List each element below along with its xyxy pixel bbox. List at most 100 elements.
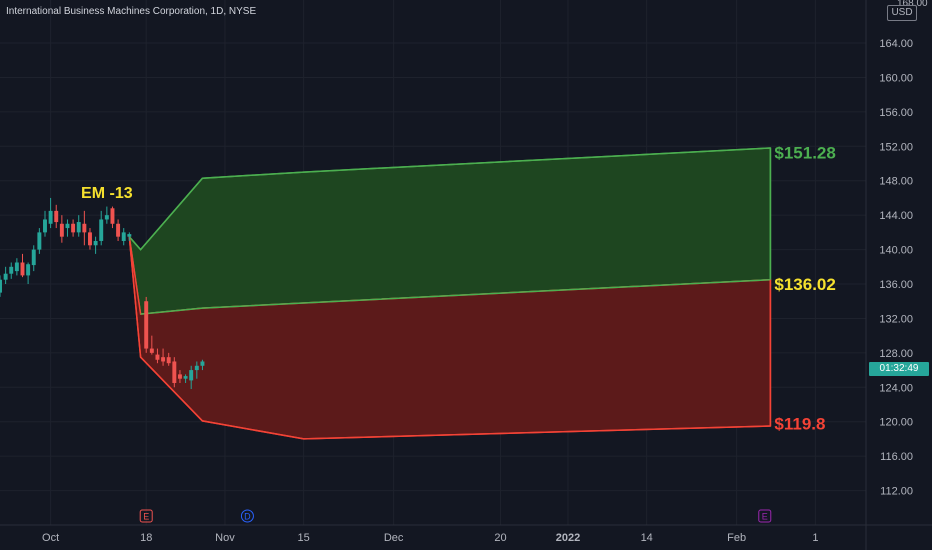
price-tick-label: 124.00 (879, 382, 913, 394)
event-marker: E (139, 509, 153, 523)
candle-body (9, 266, 14, 274)
price-axis-top-label: 168.00 (897, 0, 928, 8)
candle-body (65, 223, 70, 229)
candle-body (26, 264, 31, 276)
event-marker-label: E (143, 512, 149, 522)
event-marker: D (240, 509, 254, 523)
time-tick-label: Nov (215, 532, 235, 544)
candle-body (127, 234, 132, 237)
candle (166, 352, 171, 366)
dividend-marker-icon (240, 509, 254, 523)
candle (161, 348, 166, 366)
candle (93, 236, 98, 254)
price-tick-label: 140.00 (879, 245, 913, 257)
candle (194, 361, 199, 379)
candle-body (183, 376, 188, 379)
candle-body (116, 223, 121, 237)
event-marker: E (758, 509, 772, 523)
candle (43, 210, 47, 237)
candle-body (20, 262, 25, 276)
price-tick-label: 128.00 (879, 348, 913, 360)
candle (37, 228, 42, 254)
candle (183, 374, 188, 383)
candle (127, 232, 132, 241)
em-label: EM -13 (81, 185, 133, 202)
time-tick-label: 20 (494, 532, 506, 544)
red-zone-lower-line (128, 236, 771, 440)
time-tick-label: 1 (812, 532, 818, 544)
price-target-label: $119.8 (774, 414, 825, 433)
price-tick-label: 120.00 (879, 417, 913, 429)
candle (172, 357, 177, 388)
candle (155, 348, 160, 364)
candle (76, 215, 81, 237)
candle-body (200, 361, 205, 366)
price-tick-label: 112.00 (880, 486, 913, 498)
candle-body (43, 219, 47, 233)
candle-body (189, 370, 194, 381)
price-tick-label: 156.00 (879, 107, 913, 119)
price-tick-label: 116.00 (880, 451, 913, 463)
time-tick-label: 14 (641, 532, 653, 544)
candle-body (54, 210, 59, 223)
event-marker-label: E (762, 512, 768, 522)
candle (149, 335, 154, 355)
candle (9, 262, 14, 279)
candle (110, 206, 115, 229)
candle (200, 359, 205, 371)
price-axis[interactable]: 112.00 116.00 120.00 124.00 128.00 132.00 136.… (865, 0, 913, 550)
time-axis[interactable]: Oct 18 Nov 15 Dec 20 2022 14 Feb 1 (0, 524, 932, 544)
expected-move-zones (128, 147, 772, 440)
price-target-label: $136.02 (774, 275, 835, 294)
candle-body (149, 348, 154, 353)
candle-body (48, 210, 53, 224)
candle (99, 210, 104, 246)
candle-body (110, 208, 115, 224)
candle (0, 275, 2, 297)
time-tick-label: Dec (384, 532, 404, 544)
chart-annotations: EM -13 $151.28 $136.02 $119.8 (81, 144, 836, 434)
price-tick-label: 164.00 (879, 38, 913, 50)
currency-badge[interactable]: USD (887, 5, 917, 21)
candlestick-series (0, 197, 205, 390)
price-tick-label: 148.00 (879, 176, 913, 188)
candle (71, 219, 76, 237)
time-tick-label: 18 (140, 532, 152, 544)
green-zone-upper-line (128, 147, 771, 251)
candle-body (155, 354, 160, 360)
candle (189, 365, 194, 390)
candle (121, 228, 126, 246)
price-tick-label: 144.00 (879, 210, 913, 222)
candle-body (76, 222, 81, 233)
candle (3, 266, 8, 285)
candle-body (177, 374, 182, 379)
candle-body (59, 223, 64, 237)
candle (88, 228, 92, 250)
price-tick-label: 132.00 (879, 313, 913, 325)
time-tick-label: Oct (42, 532, 59, 544)
price-target-label: $151.28 (774, 144, 835, 163)
candle-body (31, 249, 36, 266)
candle (20, 253, 25, 278)
candle (59, 215, 64, 243)
candle (26, 262, 31, 285)
price-tick-label: 160.00 (879, 72, 913, 84)
time-tick-label: Feb (727, 532, 746, 544)
earnings-marker-icon (758, 509, 772, 523)
candle-body (99, 219, 104, 241)
candle-body (37, 232, 42, 250)
countdown-clock: 01:32:49 (869, 362, 929, 376)
candle-body (172, 361, 177, 383)
candle-body (121, 232, 126, 241)
candle-body (144, 301, 149, 349)
candle (14, 258, 19, 276)
candle-body (82, 223, 87, 233)
candle (177, 370, 182, 383)
candle (82, 210, 87, 246)
earnings-marker-icon (139, 509, 153, 523)
candle-body (104, 215, 109, 220)
price-tick-label: 152.00 (879, 141, 913, 153)
candle (31, 245, 36, 272)
